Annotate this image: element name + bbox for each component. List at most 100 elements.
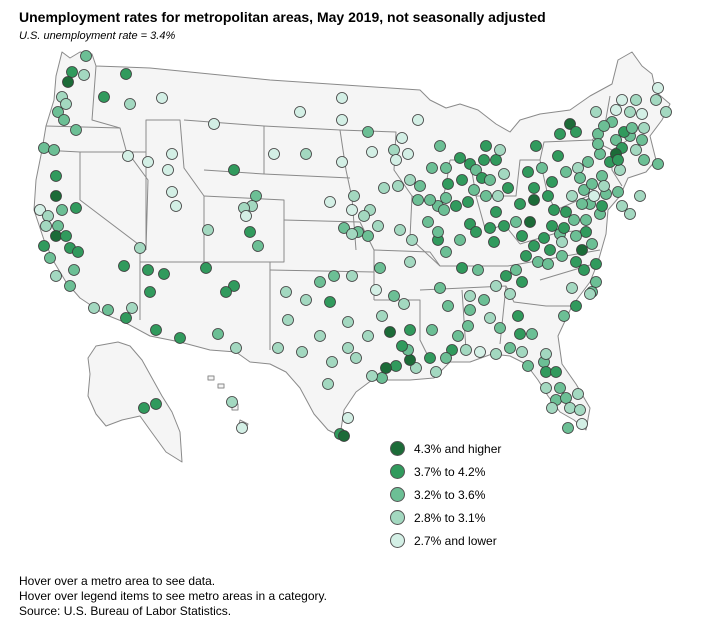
metro-area-marker[interactable] <box>542 258 554 270</box>
metro-area-marker[interactable] <box>38 240 50 252</box>
metro-area-marker[interactable] <box>394 224 406 236</box>
metro-area-marker[interactable] <box>520 250 532 262</box>
metro-area-marker[interactable] <box>636 108 648 120</box>
metro-area-marker[interactable] <box>390 360 402 372</box>
metro-area-marker[interactable] <box>488 236 500 248</box>
metro-area-marker[interactable] <box>494 144 506 156</box>
metro-area-marker[interactable] <box>556 250 568 262</box>
metro-area-marker[interactable] <box>590 106 602 118</box>
metro-area-marker[interactable] <box>456 262 468 274</box>
metro-area-marker[interactable] <box>580 214 592 226</box>
metro-area-marker[interactable] <box>402 148 414 160</box>
metro-area-marker[interactable] <box>378 182 390 194</box>
metro-area-marker[interactable] <box>236 422 248 434</box>
metro-area-marker[interactable] <box>480 140 492 152</box>
metro-area-marker[interactable] <box>484 174 496 186</box>
metro-area-marker[interactable] <box>228 164 240 176</box>
metro-area-marker[interactable] <box>58 114 70 126</box>
metro-area-marker[interactable] <box>592 138 604 150</box>
metro-area-marker[interactable] <box>516 230 528 242</box>
metro-area-marker[interactable] <box>434 140 446 152</box>
metro-area-marker[interactable] <box>296 346 308 358</box>
metro-area-marker[interactable] <box>342 342 354 354</box>
metro-area-marker[interactable] <box>540 366 552 378</box>
metro-area-marker[interactable] <box>528 240 540 252</box>
metro-area-marker[interactable] <box>546 402 558 414</box>
metro-area-marker[interactable] <box>464 304 476 316</box>
metro-area-marker[interactable] <box>314 276 326 288</box>
metro-area-marker[interactable] <box>528 194 540 206</box>
metro-area-marker[interactable] <box>338 430 350 442</box>
metro-area-marker[interactable] <box>440 192 452 204</box>
metro-area-marker[interactable] <box>388 144 400 156</box>
metro-area-marker[interactable] <box>630 144 642 156</box>
metro-area-marker[interactable] <box>556 236 568 248</box>
metro-area-marker[interactable] <box>586 238 598 250</box>
metro-area-marker[interactable] <box>586 178 598 190</box>
metro-area-marker[interactable] <box>490 280 502 292</box>
metro-area-marker[interactable] <box>528 182 540 194</box>
metro-area-marker[interactable] <box>150 398 162 410</box>
metro-area-marker[interactable] <box>240 210 252 222</box>
metro-area-marker[interactable] <box>460 344 472 356</box>
metro-area-marker[interactable] <box>580 226 592 238</box>
metro-area-marker[interactable] <box>566 282 578 294</box>
metro-area-marker[interactable] <box>374 262 386 274</box>
metro-area-marker[interactable] <box>574 172 586 184</box>
metro-area-marker[interactable] <box>566 190 578 202</box>
metro-area-marker[interactable] <box>336 114 348 126</box>
metro-area-marker[interactable] <box>562 422 574 434</box>
metro-area-marker[interactable] <box>268 148 280 160</box>
metro-area-marker[interactable] <box>150 324 162 336</box>
metro-area-marker[interactable] <box>584 288 596 300</box>
metro-area-marker[interactable] <box>546 220 558 232</box>
metro-area-marker[interactable] <box>524 216 536 228</box>
metro-area-marker[interactable] <box>550 366 562 378</box>
metro-area-marker[interactable] <box>464 290 476 302</box>
metro-area-marker[interactable] <box>614 164 626 176</box>
metro-area-marker[interactable] <box>376 310 388 322</box>
metro-area-marker[interactable] <box>570 300 582 312</box>
metro-area-marker[interactable] <box>158 268 170 280</box>
metro-area-marker[interactable] <box>272 342 284 354</box>
metro-area-marker[interactable] <box>142 264 154 276</box>
metro-area-marker[interactable] <box>348 190 360 202</box>
metro-area-marker[interactable] <box>358 210 370 222</box>
metro-area-marker[interactable] <box>570 126 582 138</box>
metro-area-marker[interactable] <box>102 304 114 316</box>
metro-area-marker[interactable] <box>484 312 496 324</box>
metro-area-marker[interactable] <box>452 330 464 342</box>
metro-area-marker[interactable] <box>572 388 584 400</box>
metro-area-marker[interactable] <box>590 276 602 288</box>
metro-area-marker[interactable] <box>498 168 510 180</box>
metro-area-marker[interactable] <box>540 348 552 360</box>
metro-area-marker[interactable] <box>336 156 348 168</box>
metro-area-marker[interactable] <box>470 226 482 238</box>
metro-area-marker[interactable] <box>390 154 402 166</box>
metro-area-marker[interactable] <box>252 240 264 252</box>
metro-area-marker[interactable] <box>166 148 178 160</box>
metro-area-marker[interactable] <box>652 158 664 170</box>
metro-area-marker[interactable] <box>446 344 458 356</box>
metro-area-marker[interactable] <box>616 94 628 106</box>
metro-area-marker[interactable] <box>202 224 214 236</box>
metro-area-marker[interactable] <box>62 76 74 88</box>
metro-area-marker[interactable] <box>40 220 52 232</box>
metro-area-marker[interactable] <box>626 122 638 134</box>
metro-area-marker[interactable] <box>538 232 550 244</box>
metro-area-marker[interactable] <box>226 396 238 408</box>
metro-area-marker[interactable] <box>560 206 572 218</box>
metro-area-marker[interactable] <box>52 106 64 118</box>
metro-area-marker[interactable] <box>558 310 570 322</box>
metro-area-marker[interactable] <box>498 220 510 232</box>
metro-area-marker[interactable] <box>376 372 388 384</box>
metro-area-marker[interactable] <box>598 120 610 132</box>
metro-area-marker[interactable] <box>510 216 522 228</box>
metro-area-marker[interactable] <box>596 170 608 182</box>
metro-area-marker[interactable] <box>406 234 418 246</box>
metro-area-marker[interactable] <box>594 148 606 160</box>
metro-area-marker[interactable] <box>64 280 76 292</box>
metro-area-marker[interactable] <box>78 69 90 81</box>
metro-area-marker[interactable] <box>542 190 554 202</box>
metro-area-marker[interactable] <box>554 128 566 140</box>
